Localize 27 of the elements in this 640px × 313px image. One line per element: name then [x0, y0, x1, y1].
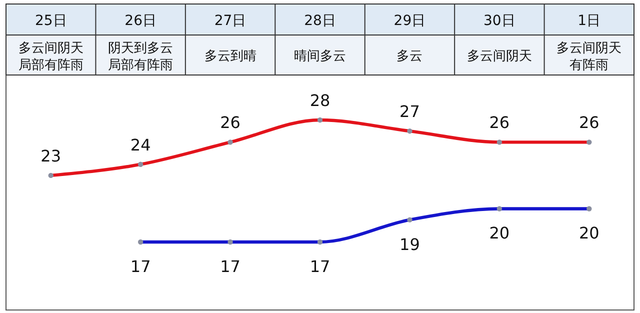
data-label: 23	[40, 146, 62, 166]
data-label: 19	[400, 234, 420, 254]
text: 多云间阴天有阵雨	[556, 41, 622, 73]
data-label: 27	[400, 102, 420, 122]
x-tick-label: 27日	[214, 13, 246, 29]
data-label: 26	[489, 113, 510, 132]
x-tick-label: 26日	[124, 13, 156, 29]
x-tick-label: 28日	[304, 13, 336, 29]
text: 多云间阴天	[466, 49, 532, 64]
x-tick-label: 25日	[34, 13, 67, 29]
text: 多云间阴天局部有阵雨	[18, 41, 84, 73]
data-label: 26	[220, 113, 240, 132]
data-label: 24	[130, 135, 151, 154]
x-tick-label: 30日	[484, 13, 516, 29]
text: 多云	[396, 49, 423, 64]
text: 多云到晴	[204, 49, 256, 64]
data-label: 28	[310, 91, 330, 110]
data-label: 17	[220, 257, 240, 276]
text: 晴间多云	[294, 49, 346, 64]
x-tick-label: 29日	[394, 13, 426, 29]
data-label: 20	[578, 224, 600, 243]
text: 阴天到多云局部有阵雨	[108, 41, 174, 73]
data-label: 17	[310, 257, 330, 276]
x-tick-label: 1日	[578, 13, 601, 29]
data-label: 17	[130, 257, 151, 276]
data-label: 26	[578, 113, 600, 132]
data-label: 20	[489, 224, 510, 243]
